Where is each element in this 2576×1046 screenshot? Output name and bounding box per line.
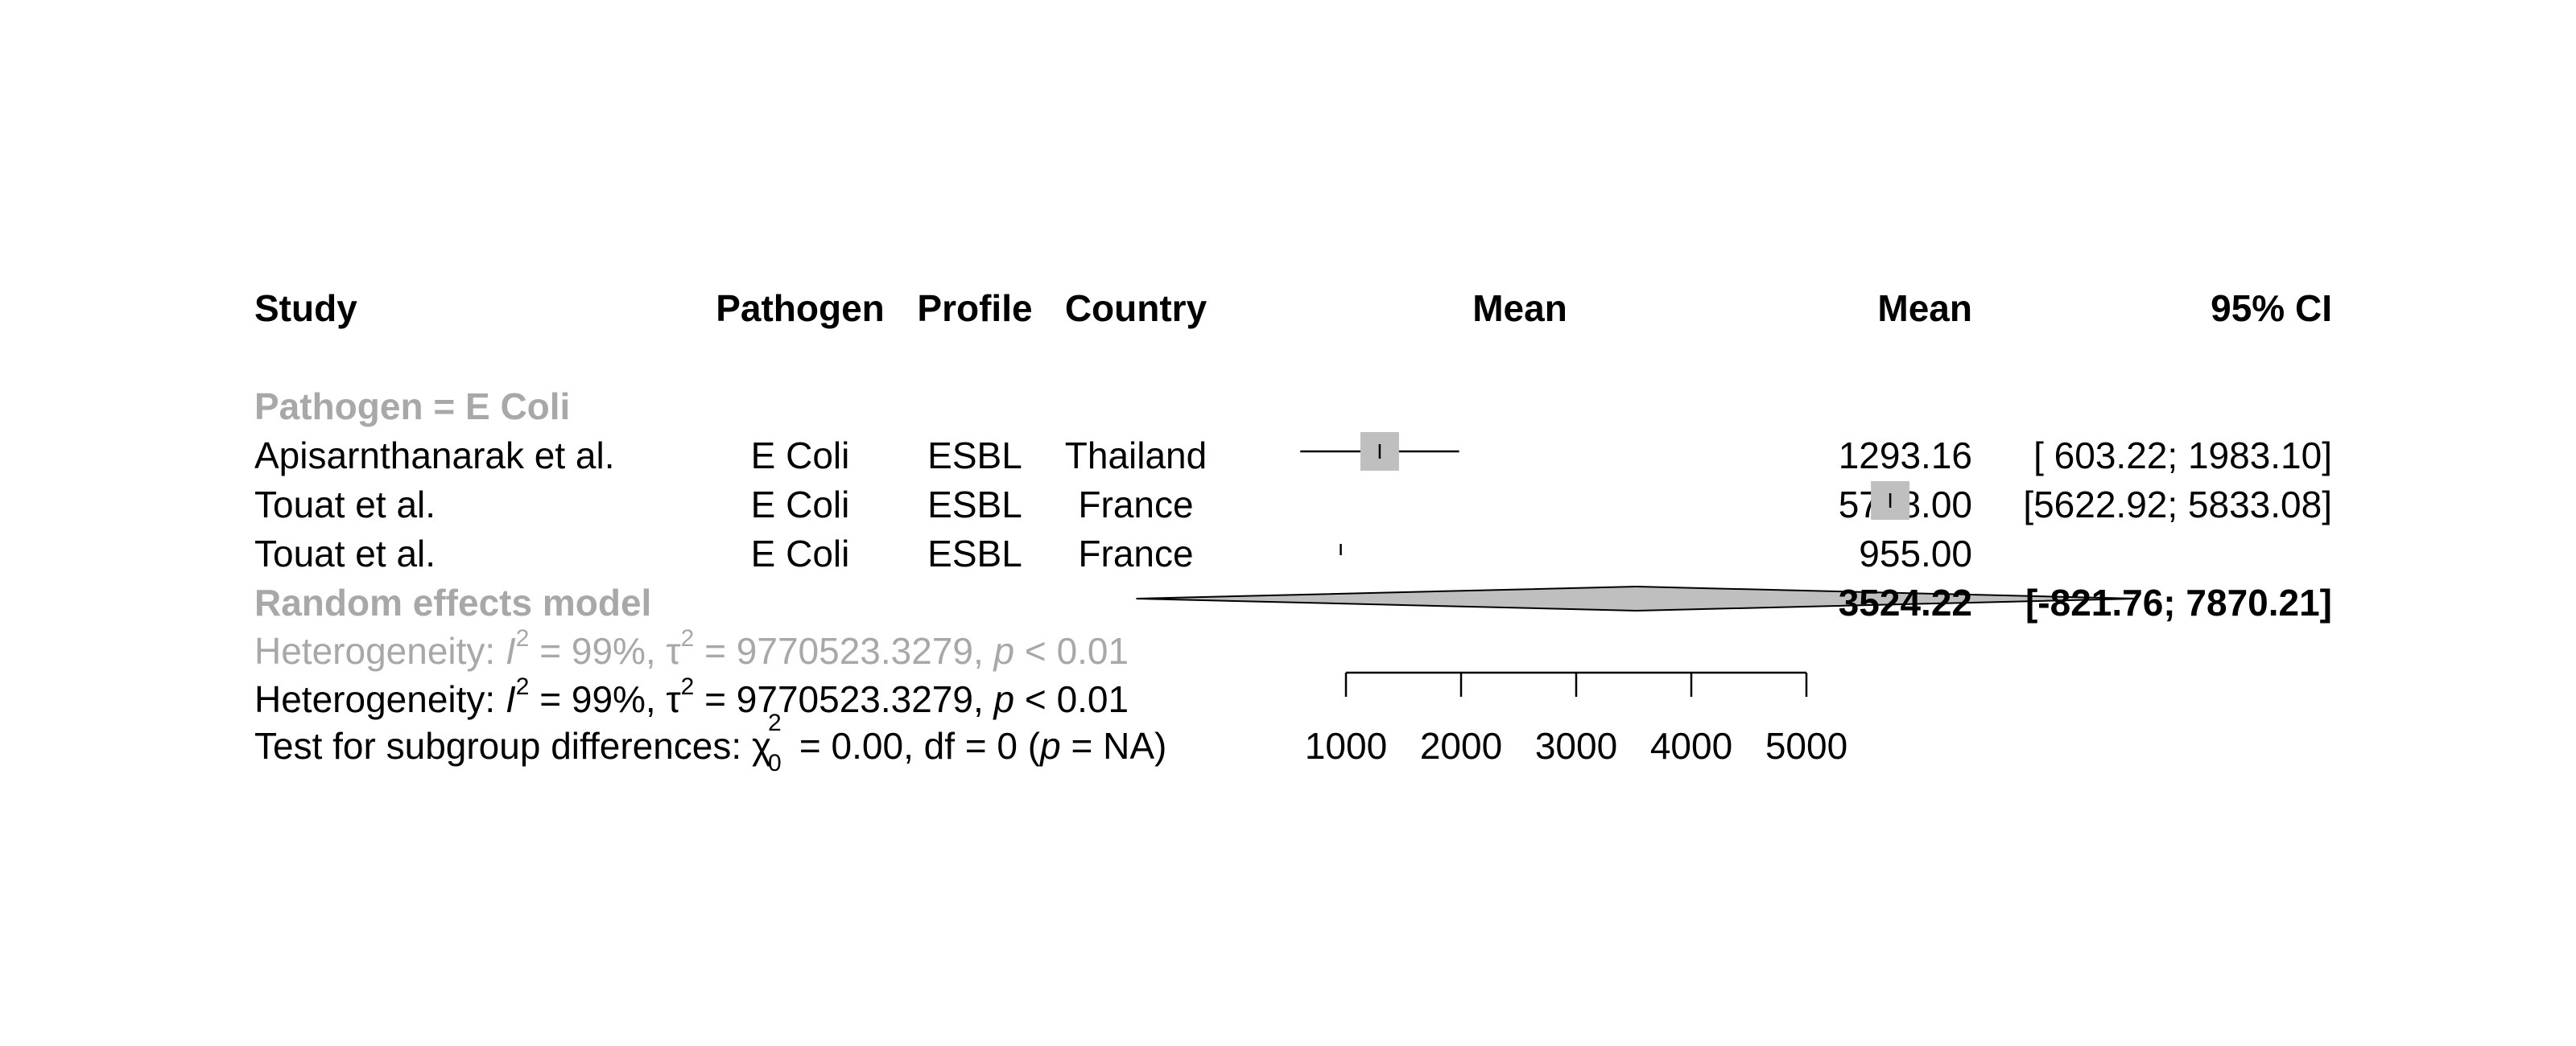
header-country: Country [1064, 287, 1208, 329]
study-country: France [1078, 484, 1194, 525]
heterogeneity-subgroup: Heterogeneity: I2 = 99%, τ2 = 9770523.32… [254, 625, 1129, 672]
header-pathogen: Pathogen [716, 287, 885, 329]
subgroup-label: Pathogen = E Coli [254, 385, 571, 427]
study-profile: ESBL [927, 484, 1022, 525]
header-study: Study [254, 287, 357, 329]
header-ci: 95% CI [2211, 287, 2332, 329]
study-name: Touat et al. [254, 484, 436, 525]
x-tick-label: 4000 [1650, 725, 1732, 767]
pooled-diamond [1136, 585, 2137, 612]
x-tick-label: 5000 [1765, 725, 1847, 767]
study-pathogen: E Coli [750, 434, 850, 476]
study-profile: ESBL [927, 533, 1022, 574]
study-ci: [5622.92; 5833.08] [2023, 484, 2332, 525]
heterogeneity-overall: Heterogeneity: I2 = 99%, τ2 = 9770523.32… [254, 673, 1129, 720]
x-tick-label: 3000 [1535, 725, 1617, 767]
random-model-mean: 3524.22 [1838, 582, 1972, 624]
study-mean: 955.00 [1859, 533, 1972, 574]
study-ci: [ 603.22; 1983.10] [2033, 434, 2332, 476]
study-country: France [1078, 533, 1194, 574]
study-name: Touat et al. [254, 533, 436, 574]
random-model-label: Random effects model [254, 582, 652, 624]
header-profile: Profile [917, 287, 1033, 329]
x-tick-label: 2000 [1420, 725, 1502, 767]
header-mean: Mean [1877, 287, 1972, 329]
study-mean: 1293.16 [1838, 434, 1972, 476]
study-country: Thailand [1064, 434, 1208, 476]
x-tick-label: 1000 [1305, 725, 1387, 767]
study-pathogen: E Coli [750, 484, 850, 525]
study-name: Apisarnthanarak et al. [254, 434, 615, 476]
random-model-ci: [-821.76; 7870.21] [2025, 582, 2332, 624]
header-mean-plot: Mean [1472, 287, 1567, 329]
study-profile: ESBL [927, 434, 1022, 476]
study-pathogen: E Coli [750, 533, 850, 574]
